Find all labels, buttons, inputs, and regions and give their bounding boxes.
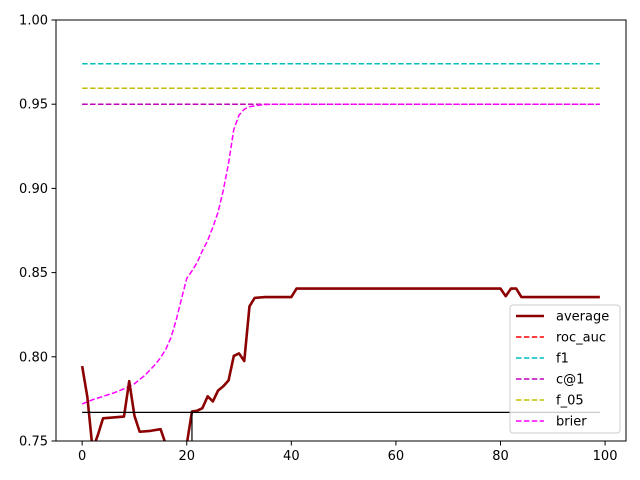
x-tick-label: 20 xyxy=(178,449,195,464)
x-tick-label: 0 xyxy=(78,449,86,464)
legend-label-f-05: f_05 xyxy=(556,394,584,409)
y-tick-label: 0.95 xyxy=(19,98,48,113)
x-tick-label: 80 xyxy=(492,449,509,464)
legend-label-f1: f1 xyxy=(556,352,569,367)
y-tick-label: 0.75 xyxy=(19,435,48,450)
plot-frame xyxy=(55,19,627,442)
y-tick-label: 1.00 xyxy=(19,14,48,29)
y-axis: 0.75 0.80 0.85 0.90 0.95 1.00 xyxy=(19,14,56,450)
legend-label-roc-auc: roc_auc xyxy=(556,331,606,346)
y-tick-label: 0.80 xyxy=(19,350,48,365)
y-tick-label: 0.85 xyxy=(19,266,48,281)
y-tick-label: 0.90 xyxy=(19,182,48,197)
legend-label-brier: brier xyxy=(556,415,587,430)
x-axis: 0 20 40 60 80 100 xyxy=(78,441,617,464)
x-tick-label: 100 xyxy=(593,449,618,464)
series-lines xyxy=(80,63,600,441)
legend-box xyxy=(509,304,621,434)
x-tick-label: 60 xyxy=(388,449,405,464)
series-line-brier xyxy=(81,103,600,405)
x-tick-label: 40 xyxy=(283,449,300,464)
legend-label-c-1: c@1 xyxy=(556,373,584,388)
series-line-average xyxy=(80,287,600,441)
legend-label-average: average xyxy=(556,310,609,325)
